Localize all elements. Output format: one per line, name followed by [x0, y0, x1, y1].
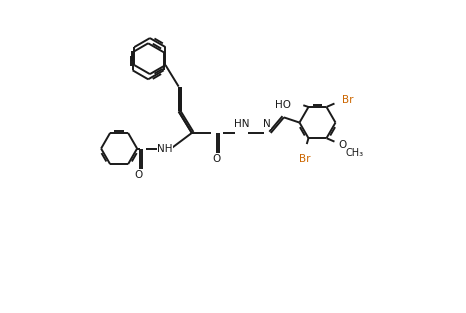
Text: HN: HN [234, 119, 249, 129]
Text: N: N [263, 119, 270, 129]
Text: O: O [212, 154, 221, 164]
Text: O: O [339, 140, 347, 150]
Text: Br: Br [342, 95, 354, 105]
Text: NH: NH [157, 144, 172, 154]
Text: Br: Br [299, 154, 311, 164]
Text: CH₃: CH₃ [345, 148, 363, 158]
Text: O: O [134, 170, 142, 179]
Text: HO: HO [275, 100, 291, 110]
